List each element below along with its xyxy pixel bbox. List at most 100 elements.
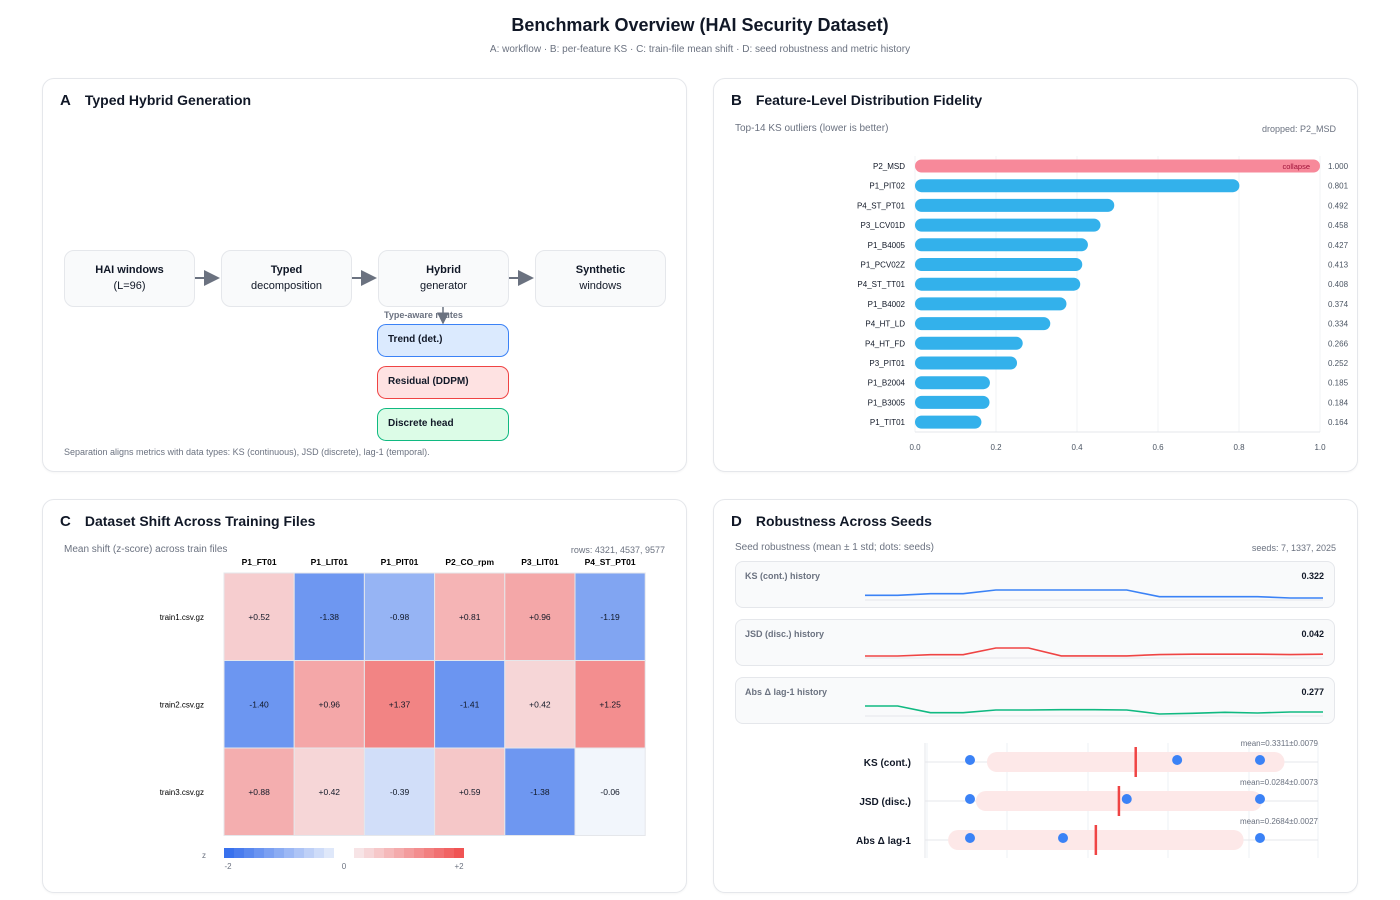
colorbar-swatch: [304, 848, 314, 858]
value-label: 0.164: [1328, 418, 1349, 427]
history-last-value: 0.322: [1301, 571, 1324, 581]
cell-value: -1.38: [530, 787, 550, 797]
value-label: 0.427: [1328, 241, 1349, 250]
heatmap-cell: [434, 660, 506, 749]
category-label: P1_PIT02: [869, 182, 905, 191]
colorbar-swatch: [394, 848, 404, 858]
cell-value: -1.38: [320, 612, 340, 622]
bar: [915, 218, 1101, 232]
heatmap-cell: [363, 572, 436, 661]
sparkline: [865, 705, 1323, 715]
colorbar-swatch: [224, 848, 234, 858]
bar: [915, 297, 1067, 311]
column-header: P1_FT01: [242, 557, 277, 567]
mean-label: mean=0.2684±0.0027: [1240, 817, 1319, 826]
category-label: P1_B3005: [868, 398, 906, 407]
category-label: P3_LCV01D: [861, 221, 906, 230]
cell-value: +0.42: [319, 787, 341, 797]
seed-dot: [965, 794, 975, 804]
heatmap-cell: [434, 747, 506, 836]
colorbar-swatch: [354, 848, 364, 858]
flow-node: Typed decomposition: [221, 250, 352, 307]
seed-dot: [1172, 755, 1183, 765]
flow-node: Synthetic windows: [535, 250, 666, 307]
category-label: P1_B4005: [868, 241, 906, 250]
cell-value: -0.06: [600, 787, 620, 797]
value-label: 0.334: [1328, 320, 1349, 329]
shift-heatmap: P1_FT01 P1_LIT01 P1_PIT01 P2_CO_rpm P3_LIT01…: [160, 557, 646, 871]
cell-value: -1.19: [600, 612, 620, 622]
category-label: P1_B2004: [868, 379, 906, 388]
colorbar-swatch: [384, 848, 394, 858]
colorbar-swatch: [424, 848, 434, 858]
seed-dot: [965, 755, 975, 765]
category-label: P4_ST_TT01: [857, 280, 905, 289]
page-subtitle: A: workflow · B: per-feature KS · C: tra…: [489, 44, 911, 55]
value-label: 0.374: [1328, 300, 1349, 309]
history-title: KS (cont.) history: [745, 571, 820, 581]
cell-value: +0.59: [459, 787, 481, 797]
colorbar-swatch: [374, 848, 384, 858]
flow-arrows: [195, 270, 534, 325]
colorbar-swatch: [364, 848, 374, 858]
colorbar-tick: +2: [454, 862, 464, 871]
colorbar-swatch: [434, 848, 444, 858]
cell-value: +0.42: [529, 699, 551, 709]
bar: [915, 238, 1088, 252]
colorbar-swatch: [404, 848, 414, 858]
category-label: P1_PCV02Z: [861, 261, 906, 270]
cell-value: -1.41: [460, 699, 480, 709]
bar: [915, 356, 1018, 370]
x-tick-label: 0.8: [1233, 443, 1245, 452]
cell-value: +0.52: [248, 612, 270, 622]
bar: [915, 376, 990, 390]
column-header: P3_LIT01: [521, 557, 559, 567]
bar: [915, 159, 1320, 173]
dropped-note: dropped: P2_MSD: [1261, 124, 1336, 134]
page-title: Benchmark Overview (HAI Security Dataset…: [511, 15, 889, 35]
colorbar-swatch: [334, 848, 344, 858]
metric-label: Abs Δ lag-1: [856, 836, 911, 847]
value-label: 0.413: [1328, 261, 1349, 270]
bar: [915, 277, 1081, 291]
heatmap-cell: [574, 660, 646, 749]
routes-label: Type-aware routes: [384, 310, 463, 320]
rows-note: rows: 4321, 4537, 9577: [570, 545, 665, 555]
colorbar-swatch: [314, 848, 324, 858]
column-header: P4_ST_PT01: [585, 557, 636, 567]
heatmap-cell: [504, 572, 576, 661]
seed-dot: [1121, 794, 1132, 804]
cell-value: +0.96: [319, 699, 341, 709]
seed-dot: [1255, 794, 1265, 804]
route-box: Discrete head: [377, 408, 509, 441]
row-label: train3.csv.gz: [160, 788, 204, 797]
colorbar-swatch: [414, 848, 424, 858]
category-label: P2_MSD: [873, 162, 905, 171]
ks-bar-chart: 0.0 0.2 0.4 0.6 0.8 1.0 P2_MSD 1.000 collapse P1_…: [857, 156, 1349, 452]
bar: [915, 258, 1083, 271]
metric-label: JSD (disc.): [859, 797, 911, 808]
mean-label: mean=0.3311±0.0079: [1241, 739, 1319, 748]
value-label: 0.458: [1328, 221, 1349, 230]
heatmap-cell: [293, 660, 365, 749]
panel-b: [713, 78, 1358, 472]
cell-value: +0.88: [248, 787, 270, 797]
bar: [915, 317, 1051, 331]
colorbar-swatch: [264, 848, 274, 858]
cell-value: -0.39: [390, 787, 410, 797]
panel-d-caption: Seed robustness (mean ± 1 std; dots: see…: [735, 542, 934, 553]
heatmap-cell: [293, 572, 365, 661]
x-tick-label: 0.0: [909, 443, 921, 452]
metric-label: KS (cont.): [864, 758, 911, 769]
flow-node: Hybrid generator: [378, 250, 509, 307]
cell-value: +1.37: [389, 699, 411, 709]
heatmap-cell: [293, 747, 365, 836]
bar: [915, 336, 1023, 350]
collapse-annotation: collapse: [1282, 162, 1310, 171]
value-label: 0.266: [1328, 339, 1349, 348]
cell-value: +0.96: [529, 612, 551, 622]
x-tick-label: 0.2: [990, 443, 1002, 452]
column-header: P1_LIT01: [311, 557, 349, 567]
bar: [915, 179, 1240, 193]
